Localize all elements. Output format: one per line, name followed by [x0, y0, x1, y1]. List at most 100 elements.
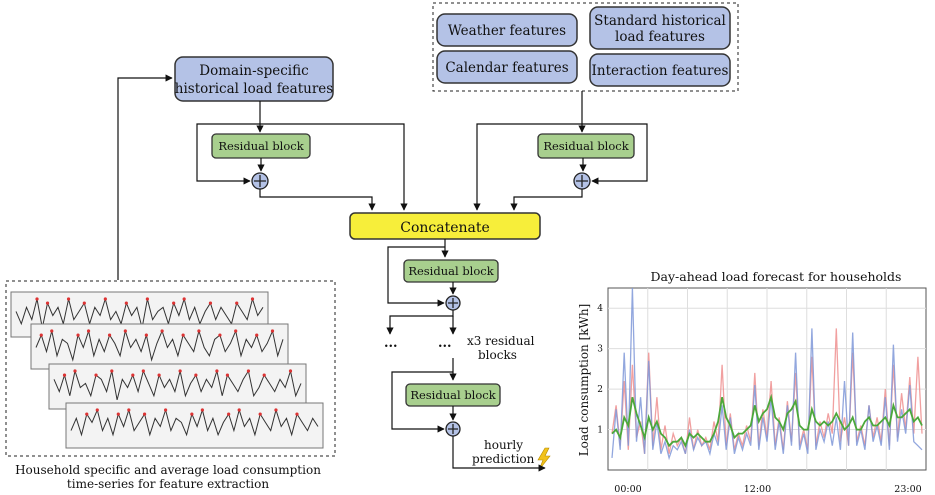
residual-block-center-2-label: Residual block — [410, 388, 496, 402]
input-series-peak — [181, 333, 185, 337]
residual-block-right: Residual block — [537, 133, 635, 159]
input-series-line — [15, 297, 264, 329]
domain-features-label-line2: historical load features — [175, 81, 334, 97]
input-series-peak — [35, 297, 39, 301]
chart-x-tick: 00:00 — [614, 484, 641, 495]
chart-ylabel: Load consumption [kWh] — [577, 304, 591, 457]
input-series-peak — [172, 301, 176, 305]
input-series-peak — [76, 333, 80, 337]
connectors — [117, 74, 648, 472]
input-series-peak — [124, 301, 128, 305]
calendar-features-label: Calendar features — [445, 60, 568, 76]
input-series-peak — [142, 412, 147, 416]
standard-historical-features-box: Standard historical load features — [589, 6, 731, 50]
output-label-line2: prediction — [472, 452, 535, 466]
input-series-peak — [194, 373, 198, 377]
input-series-peak — [178, 369, 182, 373]
residual-block-left: Residual block — [211, 133, 311, 159]
input-series-peak — [86, 329, 91, 333]
input-frame — [5, 280, 336, 457]
input-series-peak — [127, 408, 131, 412]
input-series-card — [30, 323, 289, 370]
input-series-peak — [62, 373, 67, 377]
add-node-right — [573, 172, 591, 190]
input-series-peak — [200, 408, 204, 412]
ellipsis-left: ... — [384, 336, 398, 351]
input-series-peak — [218, 333, 222, 337]
chart-y-tick: 2 — [597, 385, 603, 395]
input-series-peak — [288, 369, 293, 373]
input-series-peak — [39, 333, 43, 337]
input-series-peak — [262, 373, 266, 377]
calendar-features-box: Calendar features — [436, 50, 578, 84]
chart-x-tick: 23:00 — [894, 484, 921, 495]
input-series-peak — [50, 329, 54, 333]
input-caption-line1: Household specific and average load cons… — [15, 463, 321, 477]
input-series-peak — [107, 333, 112, 337]
input-series-peak — [45, 301, 50, 305]
input-series-peak — [160, 329, 164, 333]
input-series-peak — [123, 329, 127, 333]
feature-group-frame — [432, 2, 739, 92]
chart-x-tick: 12:00 — [744, 484, 771, 495]
input-series-peak — [234, 329, 238, 333]
input-series-peak — [94, 373, 98, 377]
domain-features-label-line1: Domain-specific — [199, 63, 308, 79]
add-node-center-2 — [445, 421, 461, 437]
input-series-peak — [235, 301, 239, 305]
output-label-line1: hourly — [484, 438, 523, 452]
input-series-peak — [95, 408, 99, 412]
input-series-peak — [144, 333, 148, 337]
input-series-peak — [157, 373, 161, 377]
input-series-peak — [197, 329, 201, 333]
interaction-features-label: Interaction features — [592, 63, 729, 79]
input-series-peak — [73, 369, 77, 373]
input-series-peak — [190, 412, 194, 416]
input-series-peak — [295, 412, 299, 416]
input-series-card — [65, 402, 324, 449]
input-series-peak — [103, 297, 107, 301]
input-series-peak — [250, 297, 255, 301]
input-series-peak — [270, 329, 275, 333]
input-series-peak — [163, 408, 168, 412]
input-series-peak — [116, 412, 120, 416]
chart-title: Day-ahead load forecast for households — [651, 269, 902, 284]
weather-features-box: Weather features — [436, 13, 578, 47]
input-series-peak — [182, 297, 186, 301]
concatenate-box: Concatenate — [349, 212, 541, 240]
repeat-note-line1: x3 residual — [467, 334, 535, 348]
input-series-peak — [225, 373, 230, 377]
residual-block-right-label: Residual block — [543, 139, 629, 153]
chart-series-line — [611, 287, 923, 461]
forecast-chart: 1 2 3 4 00:00 12:00 23:00 — [597, 287, 927, 495]
residual-block-center-1-label: Residual block — [408, 264, 494, 278]
standard-historical-label-line1: Standard historical — [594, 13, 726, 29]
input-series-peak — [215, 369, 219, 373]
chart-series-line — [611, 393, 923, 449]
input-series-peak — [255, 333, 259, 337]
input-series-line — [53, 369, 302, 401]
input-series-peak — [110, 369, 114, 373]
input-series-peak — [85, 412, 89, 416]
input-series-card — [48, 363, 307, 410]
residual-block-left-label: Residual block — [218, 139, 304, 153]
interaction-features-box: Interaction features — [589, 53, 731, 87]
input-series-peak — [227, 412, 231, 416]
input-series-line — [35, 329, 284, 362]
standard-historical-label-line2: load features — [615, 29, 705, 45]
add-node-center-1 — [445, 295, 461, 311]
residual-block-center-2: Residual block — [405, 383, 501, 407]
ellipsis-right: ... — [438, 336, 452, 351]
input-caption-line2: time-series for feature extraction — [67, 477, 269, 491]
chart-y-tick: 4 — [597, 304, 603, 314]
chart-y-tick: 3 — [597, 345, 603, 355]
weather-features-label: Weather features — [448, 23, 566, 39]
lightning-icon — [537, 447, 551, 471]
repeat-note-line2: blocks — [478, 348, 517, 362]
input-series-peak — [145, 297, 149, 301]
input-series-peak — [131, 373, 135, 377]
input-series-peak — [82, 301, 86, 305]
residual-block-center-1: Residual block — [403, 259, 499, 283]
input-series-peak — [258, 412, 262, 416]
